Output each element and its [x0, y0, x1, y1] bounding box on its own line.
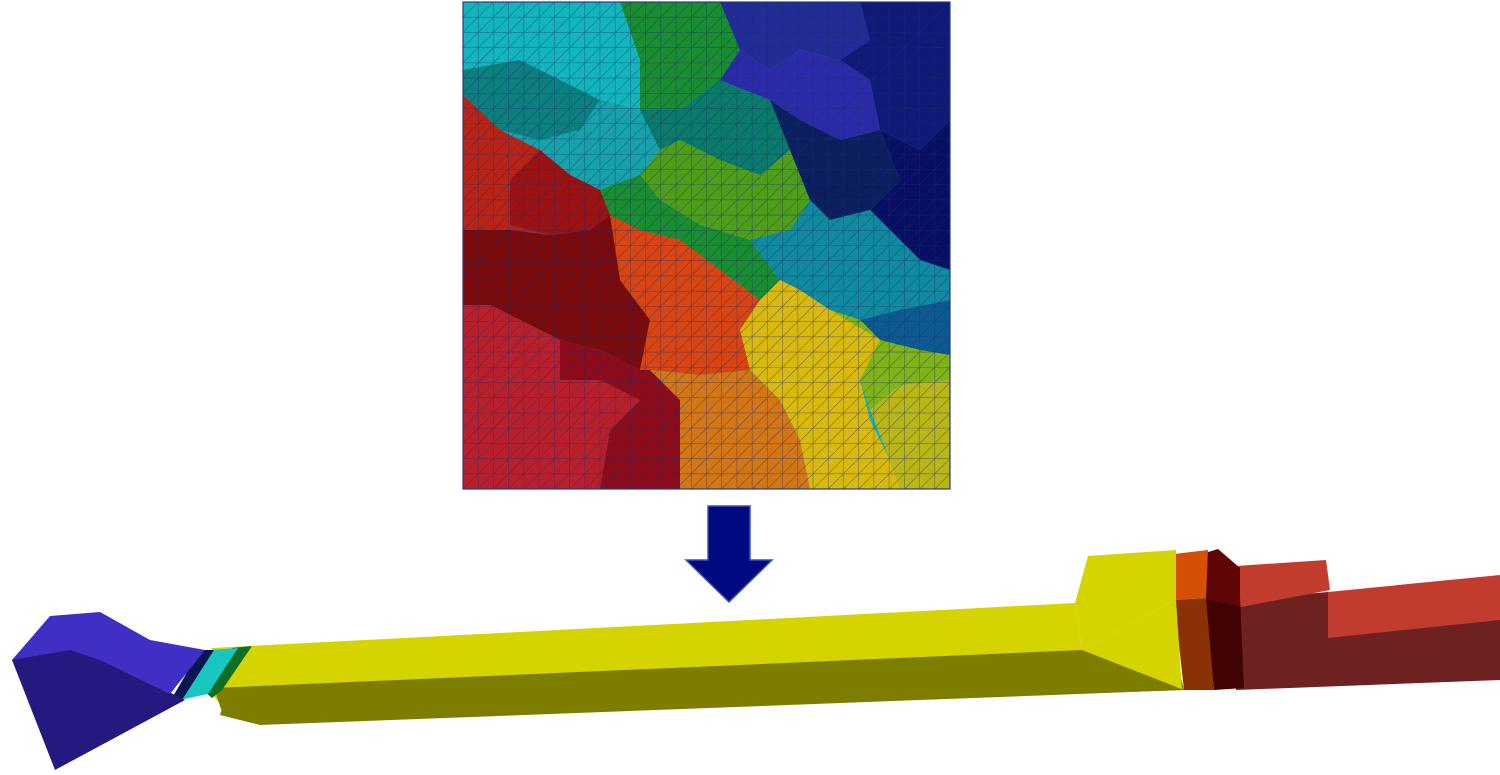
partition-cyan-mid: [500, 100, 660, 190]
partition-yellow: [740, 280, 900, 489]
mesh-triangle-edges: [463, 2, 950, 489]
partition-navy-topright: [840, 2, 950, 150]
mesh-grid-lines: [463, 2, 950, 489]
band-orange-side: [1174, 598, 1214, 690]
shaft-lower-side: [214, 650, 1184, 722]
partition-darkgreen: [640, 80, 790, 175]
tail-top-face: [1328, 575, 1500, 638]
partition-darkblue-center: [770, 100, 900, 220]
partition-green-center: [600, 175, 780, 300]
partition-blue-top: [720, 2, 870, 70]
partition-maroon: [463, 215, 650, 370]
tail-step-front: [1236, 592, 1328, 650]
band-dark-top: [1205, 549, 1240, 606]
band-dark-side: [1205, 597, 1244, 690]
ring-green: [205, 646, 252, 698]
partition-violet: [720, 50, 880, 140]
partition-navy-right: [870, 120, 950, 270]
partition-cyan-topleft: [463, 2, 640, 100]
mesh-border: [462, 1, 951, 490]
extruded-part-3d: [12, 549, 1500, 770]
partition-olive-green: [830, 310, 950, 410]
partitioned-mesh: [462, 1, 951, 490]
shaft-step-riser: [1075, 550, 1176, 650]
tail-step-top: [1236, 560, 1330, 608]
head-front-face: [48, 613, 108, 648]
partition-olive-yellow: [870, 380, 950, 489]
band-orange-top: [1174, 550, 1208, 600]
ring-cyan: [180, 648, 238, 700]
partition-amber: [650, 370, 810, 489]
head-side-face: [12, 618, 185, 770]
arrow-down-icon: [684, 505, 774, 604]
ring-dark: [168, 650, 214, 705]
